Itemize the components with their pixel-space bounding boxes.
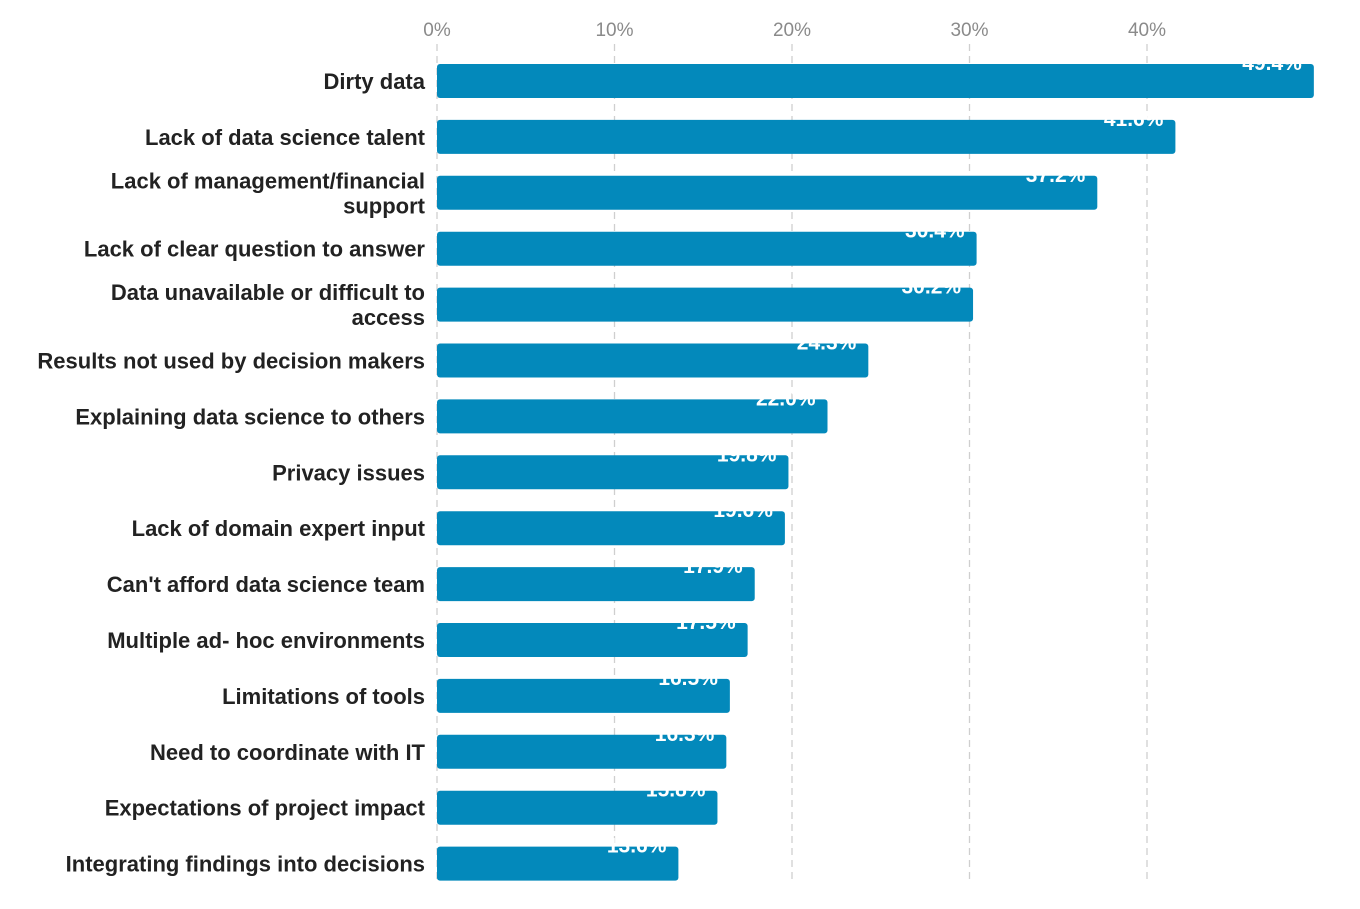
category-label: Limitations of tools <box>222 684 425 709</box>
category-label-line: Multiple ad- hoc environments <box>107 628 425 653</box>
category-label: Explaining data science to others <box>75 404 425 429</box>
value-label: 49.4% <box>1242 52 1302 75</box>
x-tick-label: 40% <box>1128 20 1166 41</box>
category-label-line: Dirty data <box>324 69 426 94</box>
category-label-line: Integrating findings into decisions <box>66 852 425 877</box>
category-label-line: Expectations of project impact <box>105 796 426 821</box>
category-label-line: access <box>352 305 425 330</box>
category-label-line: Lack of domain expert input <box>132 516 426 541</box>
category-label-line: Lack of management/financial <box>111 168 425 193</box>
category-label-line: Lack of clear question to answer <box>84 237 426 262</box>
category-label: Lack of clear question to answer <box>84 237 426 262</box>
bar <box>437 511 785 546</box>
value-label: 22.0% <box>756 387 816 410</box>
value-label: 15.8% <box>646 779 706 802</box>
bar <box>437 175 1098 210</box>
value-labels: 49.4% 41.6% 37.2% 30.4% 30.2% 24.3% 22.0% 19.8%… <box>607 52 1302 858</box>
bar <box>437 231 977 266</box>
category-label: Integrating findings into decisions <box>66 852 425 877</box>
x-tick-label: 0% <box>423 20 451 41</box>
bar <box>437 287 974 322</box>
value-label: 41.6% <box>1104 108 1164 131</box>
category-label-line: Can't afford data science team <box>107 572 425 597</box>
category-labels: Dirty data Lack of data science talent Lac… <box>37 69 425 877</box>
category-label-line: Need to coordinate with IT <box>150 740 426 765</box>
value-label: 17.5% <box>676 611 736 634</box>
category-label: Can't afford data science team <box>107 572 425 597</box>
category-label-line: support <box>343 193 426 218</box>
value-label: 37.2% <box>1026 164 1086 187</box>
value-label: 13.6% <box>607 835 667 858</box>
bar <box>437 790 718 825</box>
x-axis-ticks: 0% 10% 20% 30% 40% <box>423 20 1166 41</box>
category-label: Lack of data science talent <box>145 125 426 150</box>
x-tick-label: 10% <box>595 20 633 41</box>
bars <box>437 64 1314 881</box>
bar <box>437 567 755 602</box>
value-label: 24.3% <box>797 332 857 355</box>
bar <box>437 64 1314 98</box>
bar <box>437 623 748 657</box>
value-label: 16.5% <box>658 667 718 690</box>
value-label: 19.6% <box>713 499 773 522</box>
category-label-line: Data unavailable or difficult to <box>111 280 425 305</box>
category-label: Lack of domain expert input <box>132 516 426 541</box>
category-label: Need to coordinate with IT <box>150 740 426 765</box>
bar <box>437 455 789 490</box>
value-label: 16.3% <box>655 723 715 746</box>
category-label: Lack of management/financial support <box>111 168 426 218</box>
bar <box>437 846 679 881</box>
category-label-line: Results not used by decision makers <box>37 349 425 374</box>
bar <box>437 399 828 434</box>
bar <box>437 119 1176 154</box>
bar <box>437 734 727 769</box>
value-label: 19.8% <box>717 443 777 466</box>
value-label: 30.4% <box>905 220 965 243</box>
category-label-line: Explaining data science to others <box>75 404 425 429</box>
x-tick-label: 30% <box>950 20 988 41</box>
category-label-line: Lack of data science talent <box>145 125 426 150</box>
category-label: Privacy issues <box>272 460 425 485</box>
value-label: 17.9% <box>683 555 743 578</box>
x-tick-label: 20% <box>773 20 811 41</box>
category-label: Expectations of project impact <box>105 796 426 821</box>
category-label: Data unavailable or difficult to access <box>111 280 425 330</box>
category-label: Results not used by decision makers <box>37 349 425 374</box>
category-label: Multiple ad- hoc environments <box>107 628 425 653</box>
bar <box>437 343 869 378</box>
value-label: 30.2% <box>902 276 962 299</box>
category-label: Dirty data <box>324 69 426 94</box>
bar <box>437 678 730 713</box>
category-label-line: Privacy issues <box>272 460 425 485</box>
category-label-line: Limitations of tools <box>222 684 425 709</box>
